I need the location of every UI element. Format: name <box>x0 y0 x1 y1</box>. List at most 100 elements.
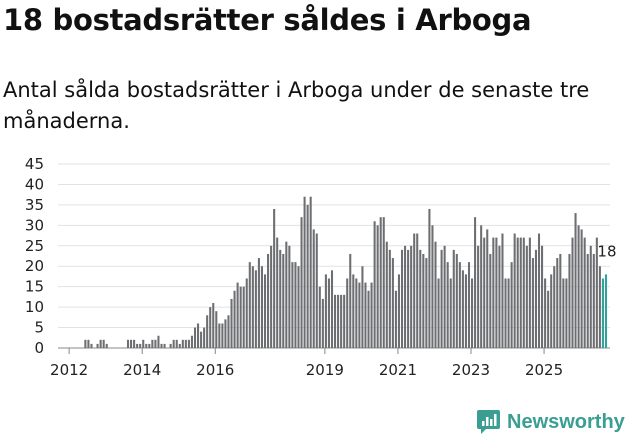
bar <box>242 286 245 348</box>
bar <box>443 245 446 348</box>
bar <box>531 258 534 348</box>
bar <box>425 258 428 348</box>
bar <box>379 217 382 348</box>
bar <box>547 290 550 348</box>
x-tick-label: 2019 <box>306 361 344 379</box>
bar <box>318 286 321 348</box>
bar <box>400 249 404 348</box>
bar <box>519 237 522 348</box>
bar <box>309 196 312 348</box>
bar <box>102 339 105 348</box>
bar <box>260 266 263 348</box>
bar <box>568 253 571 348</box>
bar <box>105 343 108 348</box>
y-tick-label: 25 <box>25 237 44 255</box>
newsworthy-logo-icon <box>477 410 500 434</box>
bar <box>139 343 142 348</box>
bar <box>279 249 282 348</box>
bar <box>513 233 516 348</box>
bar <box>315 233 318 348</box>
bar <box>528 237 531 348</box>
bar <box>471 278 474 348</box>
bar <box>498 245 501 348</box>
bar <box>251 266 254 348</box>
bar <box>340 294 343 348</box>
bar <box>136 343 139 348</box>
y-tick-label: 30 <box>25 216 44 234</box>
bar <box>416 233 419 348</box>
bar <box>534 249 537 348</box>
bar <box>236 282 239 348</box>
bar <box>449 278 452 348</box>
bar <box>553 266 556 348</box>
bar <box>382 217 385 348</box>
bar <box>297 266 300 348</box>
bar <box>276 237 279 348</box>
bar <box>550 274 553 348</box>
bar <box>190 335 193 348</box>
bar <box>391 258 394 348</box>
y-tick-label: 10 <box>25 298 44 316</box>
bar <box>154 339 157 348</box>
bar <box>224 319 227 348</box>
bar <box>282 253 285 348</box>
bar <box>90 343 93 348</box>
bar <box>254 270 257 348</box>
bar <box>163 343 166 348</box>
bar <box>227 315 230 348</box>
bar <box>583 237 586 348</box>
bar <box>169 343 172 348</box>
bar <box>525 245 528 348</box>
bar <box>544 278 547 348</box>
bar <box>330 270 334 348</box>
bar <box>598 266 601 348</box>
bar <box>257 258 260 348</box>
bar <box>495 237 498 348</box>
bar <box>592 253 595 348</box>
bar-highlight <box>601 278 604 348</box>
bar <box>516 237 519 348</box>
bar <box>142 339 145 348</box>
bar <box>571 237 574 348</box>
bar <box>492 237 495 348</box>
bar <box>507 278 510 348</box>
bar <box>303 196 306 348</box>
bar <box>486 229 489 348</box>
bar <box>407 249 410 348</box>
bar <box>294 262 297 348</box>
bar <box>577 225 580 348</box>
bar <box>461 270 464 348</box>
bar <box>239 286 242 348</box>
bar <box>559 253 562 348</box>
bar <box>574 213 577 348</box>
bar <box>300 217 303 348</box>
bar-highlight <box>604 274 608 348</box>
bar <box>334 294 337 348</box>
bar <box>230 298 233 348</box>
bar <box>376 225 379 348</box>
bar <box>437 278 440 348</box>
bar <box>337 294 340 348</box>
bar <box>321 298 324 348</box>
bar <box>133 339 136 348</box>
y-tick-label: 45 <box>25 155 44 173</box>
bar <box>327 278 330 348</box>
bar <box>580 229 583 348</box>
bar <box>541 245 544 348</box>
bar <box>373 221 376 348</box>
bar <box>178 343 181 348</box>
bar <box>455 253 458 348</box>
bar <box>586 253 589 348</box>
bar <box>215 311 218 348</box>
bar <box>267 253 270 348</box>
bar <box>288 245 291 348</box>
bar <box>206 315 209 348</box>
bar <box>181 339 184 348</box>
bar <box>349 253 352 348</box>
bar <box>440 249 443 348</box>
bar <box>431 225 434 348</box>
bar <box>474 217 477 348</box>
bar <box>218 323 221 348</box>
bar <box>209 307 212 348</box>
